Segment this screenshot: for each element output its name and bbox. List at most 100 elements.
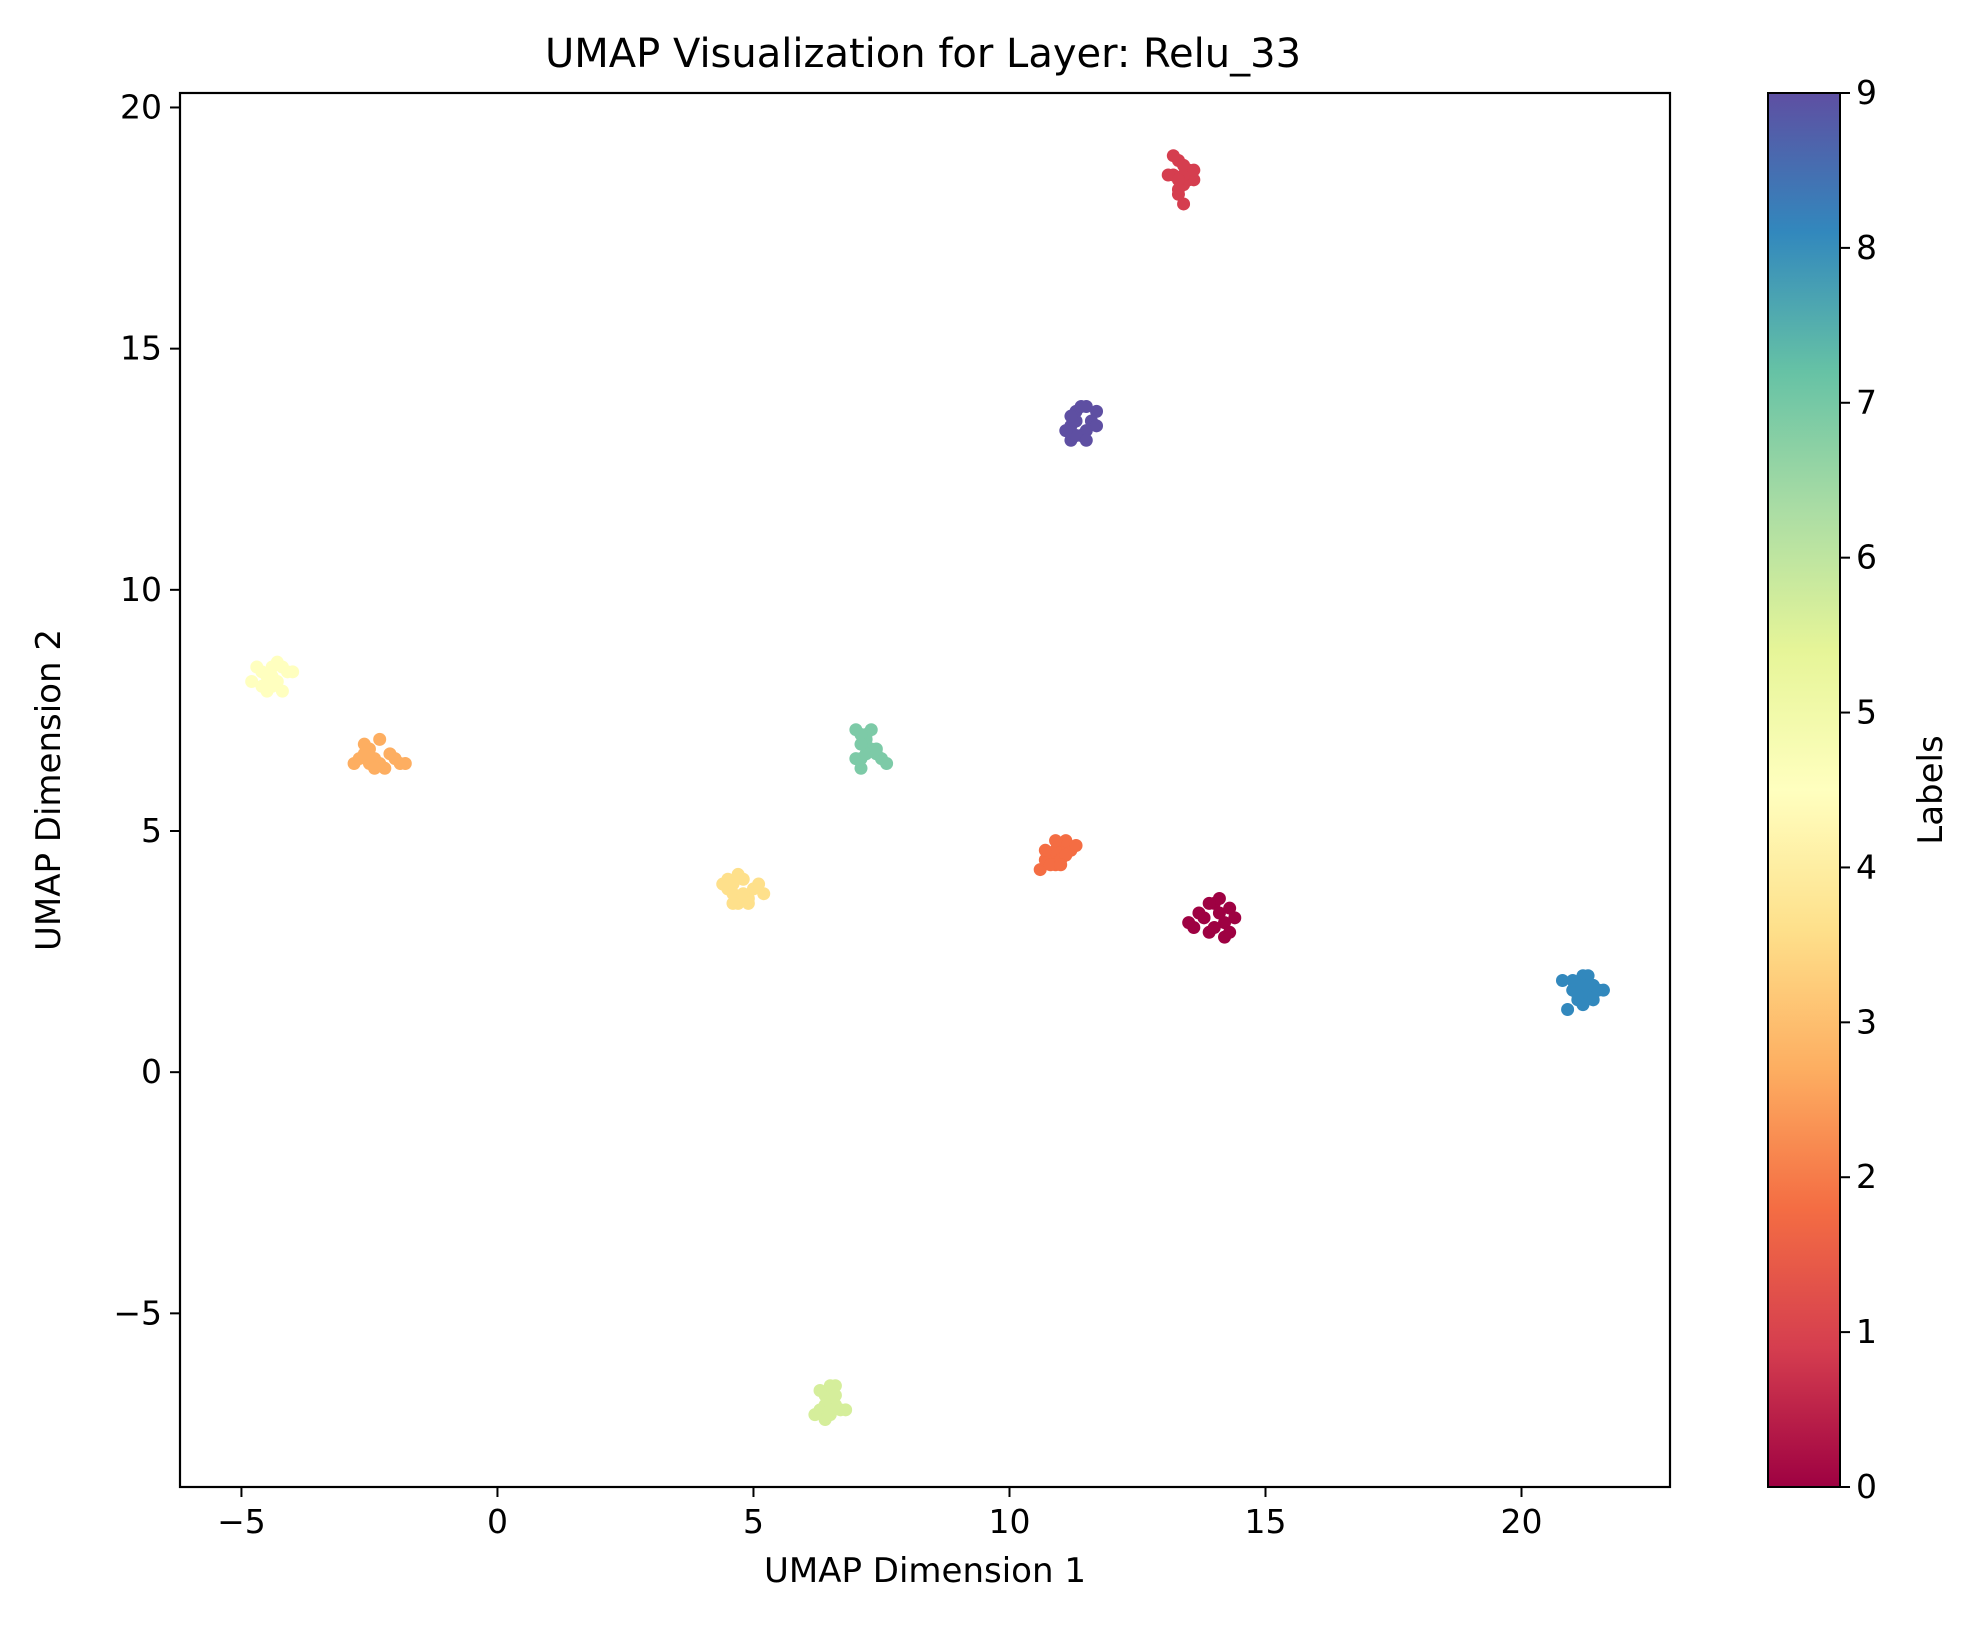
scatter-point-label-2 bbox=[1059, 834, 1073, 848]
scatter-point-label-4 bbox=[741, 896, 755, 910]
scatter-point-label-4 bbox=[752, 877, 766, 891]
colorbar-tick-label: 9 bbox=[1856, 73, 1877, 112]
scatter-point-label-3 bbox=[388, 752, 402, 766]
scatter-point-label-0 bbox=[1182, 916, 1196, 930]
scatter-point-label-7 bbox=[854, 737, 868, 751]
y-tick-label: 15 bbox=[120, 329, 162, 368]
colorbar-tick-label: 6 bbox=[1856, 538, 1877, 577]
scatter-point-label-3 bbox=[373, 732, 387, 746]
x-tick-label: 20 bbox=[1501, 1502, 1543, 1541]
scatter-point-label-7 bbox=[849, 752, 863, 766]
scatter-point-label-0 bbox=[1228, 911, 1242, 925]
scatter-point-label-7 bbox=[864, 723, 878, 737]
scatter-point-label-3 bbox=[378, 761, 392, 775]
scatter-point-label-3 bbox=[357, 737, 371, 751]
scatter-point-label-9 bbox=[1090, 404, 1104, 418]
x-tick-label: 5 bbox=[743, 1502, 764, 1541]
scatter-point-label-8 bbox=[1571, 988, 1585, 1002]
scatter-point-label-8 bbox=[1566, 974, 1580, 988]
scatter-points bbox=[245, 149, 1610, 1426]
scatter-point-label-0 bbox=[1218, 916, 1232, 930]
scatter-point-label-7 bbox=[859, 747, 873, 761]
scatter-point-label-4 bbox=[731, 867, 745, 881]
colorbar-tick-label: 5 bbox=[1856, 693, 1877, 732]
scatter-point-label-9 bbox=[1079, 433, 1093, 447]
scatter-point-label-1 bbox=[1161, 168, 1175, 182]
scatter-point-label-6 bbox=[808, 1408, 822, 1422]
x-axis-ticks: −5 0 5 10 15 20 bbox=[217, 1487, 1543, 1541]
colorbar-tick-label: 0 bbox=[1856, 1467, 1877, 1506]
scatter-point-label-0 bbox=[1223, 901, 1237, 915]
colorbar-label: Labels bbox=[1911, 735, 1951, 844]
scatter-point-label-2 bbox=[1059, 848, 1073, 862]
scatter-point-label-9 bbox=[1069, 428, 1083, 442]
scatter-point-label-6 bbox=[828, 1379, 842, 1393]
scatter-point-label-5 bbox=[265, 660, 279, 674]
scatter-point-label-5 bbox=[250, 660, 264, 674]
scatter-point-label-3 bbox=[357, 747, 371, 761]
plot-frame bbox=[178, 91, 1672, 1489]
scatter-point-label-2 bbox=[1038, 843, 1052, 857]
scatter-point-label-0 bbox=[1212, 906, 1226, 920]
y-tick-label: 20 bbox=[120, 87, 162, 126]
scatter-point-label-8 bbox=[1581, 969, 1595, 983]
y-axis-label: UMAP Dimension 2 bbox=[29, 629, 69, 951]
scatter-point-label-1 bbox=[1177, 158, 1191, 172]
y-tick-label: 10 bbox=[120, 570, 162, 609]
scatter-point-label-8 bbox=[1586, 993, 1600, 1007]
y-tick-label: 0 bbox=[141, 1052, 162, 1091]
colorbar bbox=[1767, 92, 1841, 1488]
scatter-point-label-6 bbox=[823, 1403, 837, 1417]
scatter-point-label-4 bbox=[726, 877, 740, 891]
scatter-point-label-2 bbox=[1049, 843, 1063, 857]
scatter-point-label-6 bbox=[813, 1384, 827, 1398]
scatter-point-label-9 bbox=[1090, 419, 1104, 433]
scatter-point-label-5 bbox=[260, 670, 274, 684]
x-tick-label: 10 bbox=[988, 1502, 1030, 1541]
scatter-point-label-5 bbox=[255, 679, 269, 693]
scatter-point-label-9 bbox=[1079, 424, 1093, 438]
scatter-point-label-0 bbox=[1202, 896, 1216, 910]
scatter-point-label-6 bbox=[828, 1388, 842, 1402]
scatter-point-label-7 bbox=[869, 742, 883, 756]
scatter-point-label-5 bbox=[286, 665, 300, 679]
scatter-point-label-2 bbox=[1043, 858, 1057, 872]
x-tick-label: 15 bbox=[1244, 1502, 1286, 1541]
scatter-point-label-9 bbox=[1059, 424, 1073, 438]
colorbar-tick-label: 7 bbox=[1856, 383, 1877, 422]
scatter-point-label-8 bbox=[1555, 974, 1569, 988]
y-tick-label: 5 bbox=[141, 811, 162, 850]
scatter-point-label-8 bbox=[1596, 983, 1610, 997]
scatter-point-label-9 bbox=[1064, 409, 1078, 423]
scatter-point-label-4 bbox=[726, 896, 740, 910]
scatter-point-label-8 bbox=[1576, 998, 1590, 1012]
scatter-point-label-1 bbox=[1171, 173, 1185, 187]
scatter-point-label-1 bbox=[1166, 149, 1180, 163]
chart-title: UMAP Visualization for Layer: Relu_33 bbox=[545, 31, 1301, 77]
scatter-point-label-5 bbox=[265, 679, 279, 693]
scatter-point-label-7 bbox=[854, 728, 868, 742]
scatter-point-label-2 bbox=[1069, 838, 1083, 852]
scatter-point-label-3 bbox=[347, 756, 361, 770]
scatter-point-label-1 bbox=[1177, 197, 1191, 211]
y-tick-label: −5 bbox=[113, 1293, 162, 1332]
scatter-point-label-0 bbox=[1212, 892, 1226, 906]
x-axis-label: UMAP Dimension 1 bbox=[764, 1551, 1086, 1591]
scatter-point-label-4 bbox=[757, 887, 771, 901]
scatter-point-label-1 bbox=[1187, 163, 1201, 177]
colorbar-tick-label: 2 bbox=[1856, 1157, 1877, 1196]
scatter-point-label-0 bbox=[1207, 920, 1221, 934]
scatter-point-label-2 bbox=[1033, 863, 1047, 877]
scatter-point-label-5 bbox=[245, 674, 259, 688]
scatter-point-label-4 bbox=[736, 887, 750, 901]
colorbar-ticks: 0 1 2 3 4 5 6 7 8 9 bbox=[1840, 73, 1877, 1506]
scatter-point-label-7 bbox=[854, 761, 868, 775]
scatter-point-label-1 bbox=[1171, 182, 1185, 196]
y-axis-ticks: −5 0 5 10 15 20 bbox=[113, 87, 180, 1332]
scatter-point-label-0 bbox=[1223, 925, 1237, 939]
scatter-point-label-2 bbox=[1054, 858, 1068, 872]
colorbar-tick-label: 8 bbox=[1856, 228, 1877, 267]
scatter-point-label-5 bbox=[275, 684, 289, 698]
